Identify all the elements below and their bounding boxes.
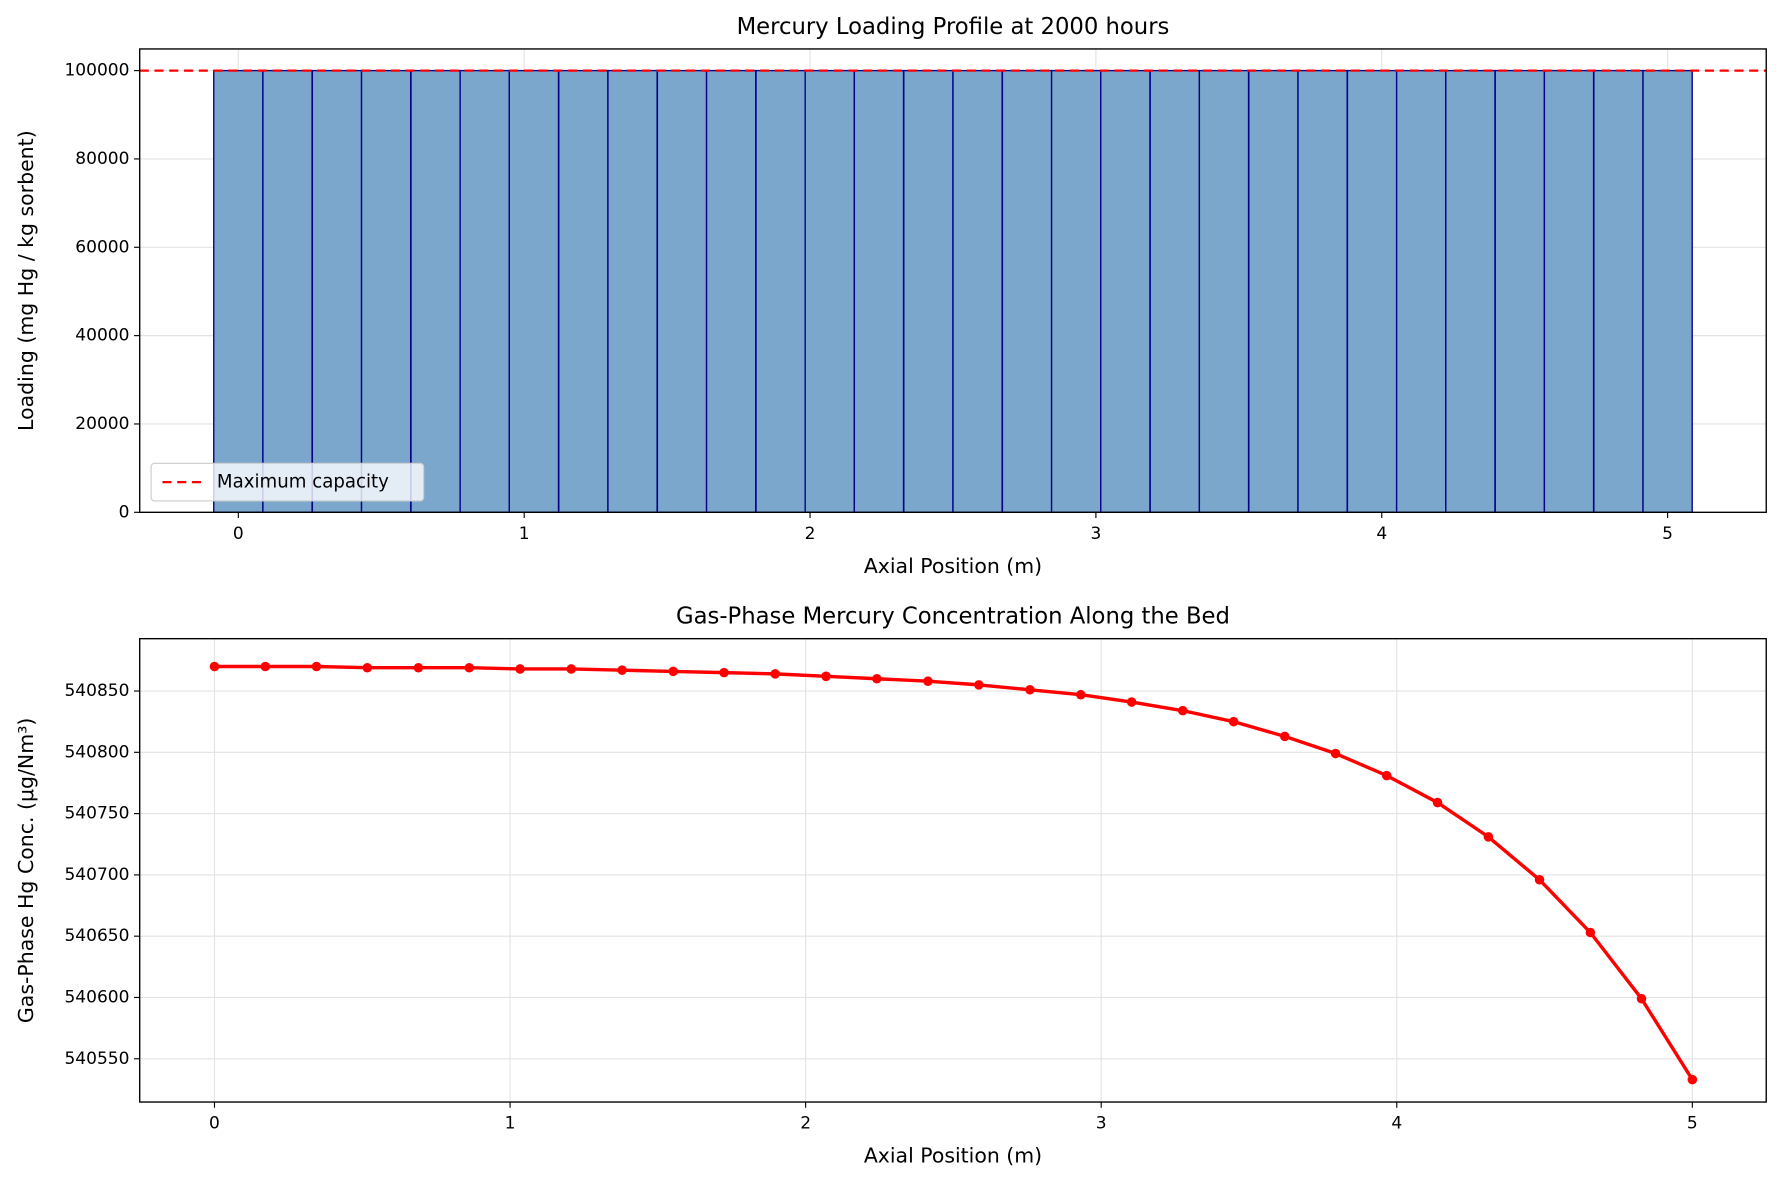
x-tick-label: 3 [1090,524,1101,544]
bar [1297,69,1348,513]
point [974,680,984,690]
point [1381,770,1392,781]
bar [804,69,856,513]
x-tick-label: 0 [233,524,244,544]
chart-title: Mercury Loading Profile at 2000 hours [737,14,1170,40]
point [821,671,831,682]
chart-title: Gas-Phase Mercury Concentration Along th… [676,604,1230,630]
x-axis-label: Axial Position (m) [864,554,1042,578]
bar [903,69,954,513]
point [209,661,220,672]
chart-panel: Gas-Phase Mercury Concentration Along th… [14,604,1767,1168]
point [1636,993,1647,1004]
point [1687,1074,1698,1085]
point [1330,748,1341,759]
bar [1346,69,1398,513]
legend-label: Maximum capacity [217,472,389,493]
point [872,673,882,684]
plot-frame [139,48,1767,513]
y-tick-label: 40000 [75,326,129,346]
bar [1198,69,1250,513]
bar [558,69,609,513]
y-tick-label: 540800 [64,742,129,762]
x-tick-label: 1 [505,1114,516,1134]
bar [1543,69,1595,513]
bar [213,69,264,513]
bar [410,69,461,513]
y-tick-label: 540750 [64,804,129,824]
bar [1248,69,1299,513]
x-tick-label: 2 [805,524,816,544]
bar [1001,69,1053,513]
point [362,662,373,673]
y-axis-label: Gas-Phase Hg Conc. (μg/Nm³) [14,718,38,1023]
x-tick-label: 3 [1096,1114,1107,1134]
bar [1494,69,1546,513]
point [668,666,678,677]
point [1126,697,1137,707]
bar [607,69,658,513]
bar [853,69,905,513]
bar [311,69,363,513]
y-tick-label: 540600 [64,987,129,1007]
bar [1445,69,1496,513]
y-tick-label: 540700 [64,865,129,885]
point [923,676,933,686]
bar [755,69,806,513]
point [1178,705,1188,716]
y-tick-label: 20000 [75,414,129,434]
chart-panel: Mercury Loading Profile at 2000 hours Axi… [14,14,1767,578]
point [566,664,577,674]
x-tick-label: 0 [209,1114,220,1134]
bar [1050,69,1102,513]
x-tick-label: 2 [800,1114,811,1134]
y-axis-label: Loading (mg Hg / kg sorbent) [14,130,38,431]
plot-frame [139,637,1767,1103]
point [617,665,627,675]
point [1534,875,1545,885]
point [1228,716,1239,727]
y-tick-label: 0 [119,502,130,522]
point [1279,731,1290,742]
point [464,662,475,673]
point [719,667,729,678]
point [770,669,780,679]
y-tick-label: 100000 [64,61,129,81]
bar [656,69,708,513]
point [413,662,424,673]
x-tick-label: 5 [1687,1114,1698,1134]
point [1025,685,1035,695]
bar [508,69,560,513]
point [1432,797,1443,808]
bar [1395,69,1447,513]
x-tick-label: 1 [519,524,530,544]
y-tick-label: 540850 [64,681,129,701]
x-tick-label: 5 [1662,524,1673,544]
bar [262,69,313,513]
x-tick-label: 4 [1376,524,1387,544]
bar [459,69,511,513]
point [311,661,322,672]
point [260,661,271,672]
point [1076,689,1086,700]
line [214,664,1694,1081]
bar [1593,69,1644,513]
bar [952,69,1003,513]
bar [1642,69,1693,513]
y-tick-label: 60000 [75,237,129,257]
point [1483,832,1494,842]
point [1585,927,1596,938]
bar [705,69,757,513]
bar [1149,69,1201,513]
point [515,664,525,674]
x-tick-label: 4 [1391,1114,1402,1134]
legend-box [150,462,425,502]
y-tick-label: 80000 [75,149,129,169]
x-axis-label: Axial Position (m) [864,1144,1042,1168]
y-tick-label: 540550 [64,1049,129,1069]
y-tick-label: 540650 [64,926,129,946]
bar [1100,69,1151,513]
bar [360,69,412,513]
